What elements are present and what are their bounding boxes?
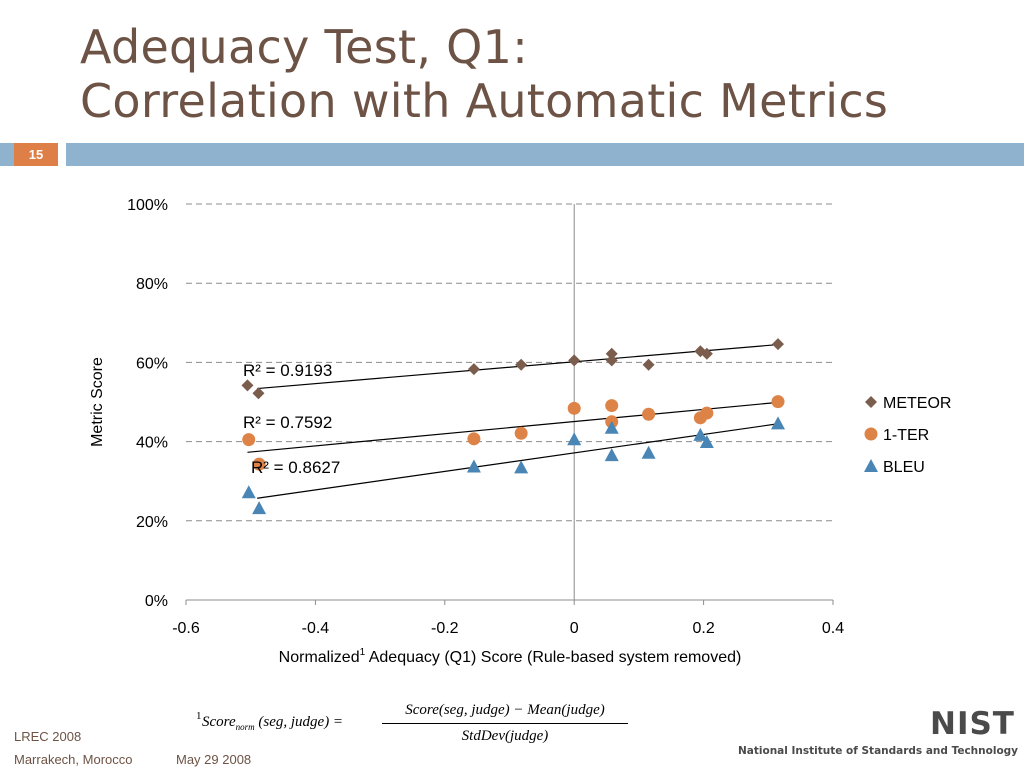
formula-denominator: StdDev(judge) <box>461 728 549 744</box>
accent-bar-right <box>66 143 1024 166</box>
point-meteor <box>467 363 480 376</box>
y-tick-label: 0% <box>145 593 168 610</box>
data-points <box>241 338 786 515</box>
point-meteor <box>515 358 528 371</box>
x-tick-label: 0.4 <box>822 620 844 637</box>
x-tick-label: -0.2 <box>431 620 459 637</box>
axes: 0% 20% 40% 60% 80% 100% -0.6 -0.4 -0.2 0 0.2 0.4 <box>127 197 844 637</box>
legend-label-meteor: METEOR <box>883 395 951 412</box>
point-meteor <box>700 347 713 360</box>
point-1-ter <box>567 401 581 415</box>
formula-numerator: Score(seg, judge) − Mean(judge) <box>405 702 605 718</box>
point-bleu <box>693 427 708 441</box>
formula-lhs-sub: norm <box>235 722 255 732</box>
x-tick-label: -0.6 <box>172 620 200 637</box>
point-1-ter <box>771 395 785 409</box>
x-tick-label: -0.4 <box>302 620 330 637</box>
point-1-ter <box>605 399 619 413</box>
point-bleu <box>604 448 619 462</box>
x-axis-title-main: Normalized <box>279 649 360 666</box>
point-1-ter <box>252 457 266 471</box>
point-bleu <box>604 420 619 434</box>
point-bleu <box>641 445 656 459</box>
x-axis-title-sup: 1 <box>360 647 366 658</box>
y-tick-label: 20% <box>136 514 168 531</box>
footer-date: May 29 2008 <box>176 752 252 767</box>
formula-lhs-args: (seg, judge) = <box>258 714 344 730</box>
grid <box>186 203 833 522</box>
point-meteor <box>605 347 618 360</box>
formula-fraction-bar <box>382 723 628 724</box>
point-1-ter <box>514 426 528 440</box>
point-1-ter <box>642 407 656 421</box>
title-line-2: Correlation with Automatic Metrics <box>80 74 889 128</box>
nist-logo: NIST <box>930 706 1015 742</box>
legend-marker-1-ter <box>864 427 878 441</box>
r2-labels: R² = 0.9193 R² = 0.7592 R² = 0.8627 <box>243 361 340 477</box>
legend: METEOR 1-TER BLEU <box>864 395 951 476</box>
point-bleu <box>771 416 786 430</box>
point-1-ter <box>700 406 714 420</box>
x-axis-title-rest: Adequacy (Q1) Score (Rule-based system r… <box>365 649 741 666</box>
point-bleu <box>252 501 267 515</box>
point-bleu <box>514 460 529 474</box>
x-tick-label: 0.2 <box>692 620 714 637</box>
scatter-chart: 0% 20% 40% 60% 80% 100% -0.6 -0.4 -0.2 0 0.2 0.4 R²… <box>89 197 951 666</box>
footer-conference: LREC 2008 <box>14 729 82 744</box>
legend-marker-bleu <box>864 459 878 472</box>
r2-label-bleu: R² = 0.8627 <box>251 458 340 477</box>
point-1-ter <box>467 432 481 446</box>
y-tick-label: 100% <box>127 197 168 214</box>
trendline-1-ter <box>247 401 779 453</box>
r2-label-1-ter: R² = 0.7592 <box>243 413 332 432</box>
legend-marker-meteor <box>865 396 877 408</box>
point-meteor <box>772 338 785 351</box>
legend-label-1-ter: 1-TER <box>883 427 929 444</box>
point-meteor <box>642 358 655 371</box>
x-axis-title: Normalized1 Adequacy (Q1) Score (Rule-ba… <box>279 647 742 666</box>
legend-label-bleu: BLEU <box>883 459 925 476</box>
y-tick-label: 40% <box>136 435 168 452</box>
point-meteor <box>241 379 254 392</box>
y-axis-title: Metric Score <box>89 357 106 447</box>
point-bleu <box>699 434 714 448</box>
point-bleu <box>241 485 256 499</box>
formula-footnote-mark: 1 <box>196 710 202 722</box>
accent-bar-left <box>0 143 14 166</box>
formula-lhs-name: Score <box>202 714 236 730</box>
r2-label-meteor: R² = 0.9193 <box>243 361 332 380</box>
footer-location: Marrakech, Morocco <box>14 752 133 767</box>
slide-number: 15 <box>14 143 58 166</box>
y-tick-label: 80% <box>136 276 168 293</box>
point-meteor <box>252 387 265 400</box>
point-1-ter <box>242 433 256 447</box>
y-tick-label: 60% <box>136 355 168 372</box>
x-tick-label: 0 <box>570 620 579 637</box>
title-line-1: Adequacy Test, Q1: <box>80 20 529 74</box>
formula-lhs: Scorenorm (seg, judge) = <box>202 714 343 732</box>
point-meteor <box>568 354 581 367</box>
point-meteor <box>605 354 618 367</box>
trendline-bleu <box>257 423 779 499</box>
normalization-formula: 1 Scorenorm (seg, judge) = Score(seg, ju… <box>196 700 636 752</box>
point-bleu <box>567 432 582 446</box>
slide-title: Adequacy Test, Q1: Correlation with Auto… <box>80 20 888 128</box>
point-bleu <box>466 459 481 473</box>
nist-logo-subtitle: National Institute of Standards and Tech… <box>738 745 1019 757</box>
